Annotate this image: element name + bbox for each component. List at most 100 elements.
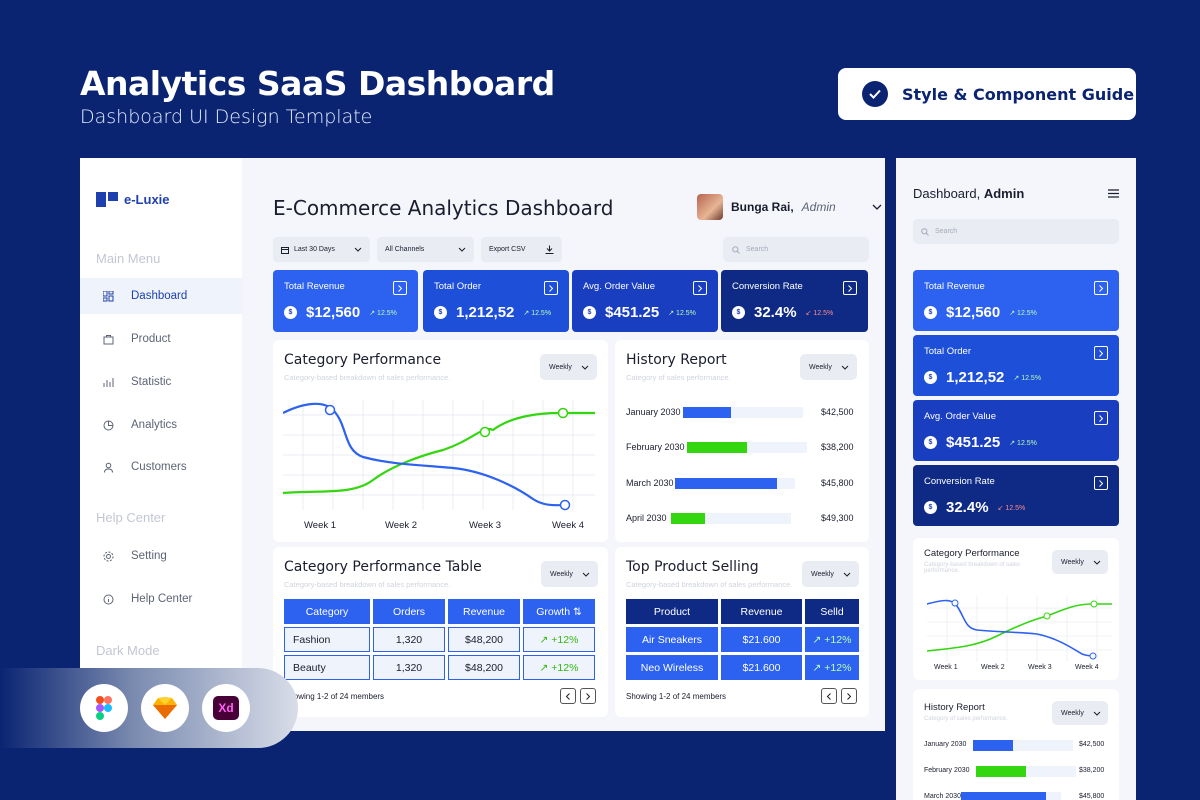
chevron-right-icon[interactable]: [693, 281, 707, 295]
column-header[interactable]: Category: [284, 599, 370, 624]
mobile-history-report-card: History Report Category of sales perform…: [913, 689, 1119, 800]
logo-icon: [96, 192, 118, 207]
history-month: March 2030: [924, 793, 961, 800]
history-value: $45,800: [821, 478, 854, 488]
check-icon: [862, 81, 888, 107]
column-header[interactable]: Revenue: [448, 599, 520, 624]
kpi-value: 1,212,52: [946, 369, 1005, 386]
next-page-button[interactable]: [580, 688, 596, 704]
period-dropdown[interactable]: Weekly: [541, 561, 598, 587]
chevron-right-icon[interactable]: [1094, 281, 1108, 295]
kpi-card-conversion-rate[interactable]: Conversion Rate $32.4% ↙ 12.5%: [721, 270, 868, 332]
hamburger-menu-icon[interactable]: [1108, 189, 1119, 198]
sidebar-item-statistic[interactable]: Statistic: [80, 364, 242, 400]
mobile-kpi-card[interactable]: Total Order $1,212,52 ↗ 12.5%: [913, 335, 1119, 396]
sidebar-item-analytics[interactable]: Analytics: [80, 407, 242, 443]
channels-filter[interactable]: All Channels: [377, 237, 474, 262]
column-header-growth[interactable]: Growth ⇅: [523, 599, 595, 624]
mobile-preview-panel: Dashboard, Admin Search Total Revenue $ $…: [896, 158, 1136, 800]
next-page-button[interactable]: [841, 688, 857, 704]
history-bar-track: [683, 407, 803, 418]
kpi-title: Total Order: [434, 281, 481, 292]
mobile-search-input[interactable]: Search: [913, 219, 1119, 244]
chevron-right-icon[interactable]: [1094, 346, 1108, 360]
period-dropdown[interactable]: Weekly: [1052, 550, 1108, 574]
chevron-right-icon[interactable]: [544, 281, 558, 295]
column-header[interactable]: Revenue: [721, 599, 802, 624]
kpi-growth: ↗ 12.5%: [1013, 374, 1042, 382]
week-label: Week 4: [1075, 664, 1099, 671]
chart-point: [324, 404, 336, 416]
period-label: Weekly: [811, 570, 834, 578]
style-guide-button[interactable]: Style & Component Guide: [838, 68, 1136, 120]
sidebar-item-label: Product: [131, 333, 171, 345]
sidebar-item-label: Statistic: [131, 376, 172, 388]
export-csv-button[interactable]: Export CSV: [481, 237, 562, 262]
category-performance-card: Category Performance Category-based brea…: [273, 340, 608, 542]
history-value: $38,200: [1079, 767, 1105, 774]
search-input[interactable]: Search: [723, 237, 869, 262]
mobile-kpi-card[interactable]: Conversion Rate $32.4% ↙ 12.5%: [913, 465, 1119, 526]
chevron-right-icon[interactable]: [393, 281, 407, 295]
chevron-right-icon[interactable]: [843, 281, 857, 295]
week-label: Week 2: [385, 520, 418, 531]
kpi-growth: ↗ 12.5%: [369, 309, 397, 317]
search-icon: [921, 227, 929, 236]
column-header[interactable]: Selld: [805, 599, 859, 624]
sidebar-item-product[interactable]: Product: [80, 321, 242, 357]
kpi-card-total-order[interactable]: Total Order $1,212,52 ↗ 12.5%: [423, 270, 569, 332]
prev-page-button[interactable]: [821, 688, 837, 704]
category-table-card: Category Performance Table Category-base…: [273, 547, 608, 717]
period-dropdown[interactable]: Weekly: [540, 354, 597, 380]
card-title: History Report: [626, 352, 727, 368]
user-menu[interactable]: Bunga Rai, Admin: [697, 194, 882, 220]
chevron-right-icon[interactable]: [1094, 411, 1108, 425]
card-subtitle: Category-based breakdown of sales perfor…: [284, 580, 451, 589]
sidebar-item-customers[interactable]: Customers: [80, 449, 242, 485]
period-dropdown[interactable]: Weekly: [1052, 701, 1108, 725]
prev-page-button[interactable]: [560, 688, 576, 704]
kpi-growth: ↙ 12.5%: [805, 309, 834, 317]
column-header[interactable]: Orders: [373, 599, 445, 624]
growth-cell: ↗ +12%: [523, 655, 595, 680]
pagination-info: Showing 1-2 of 24 members: [284, 692, 385, 701]
mobile-title: Dashboard, Admin: [913, 186, 1025, 201]
card-title: History Report: [924, 702, 985, 713]
history-month: April 2030: [626, 513, 667, 523]
download-icon: [545, 245, 554, 254]
week-label: Week 1: [304, 520, 337, 531]
sidebar-item-help-center[interactable]: Help Center: [80, 581, 242, 617]
history-bar-fill: [671, 513, 705, 524]
search-placeholder: Search: [746, 246, 769, 253]
week-label: Week 1: [934, 664, 958, 671]
period-dropdown[interactable]: Weekly: [800, 354, 857, 380]
chart-point: [557, 407, 569, 419]
chevron-right-icon[interactable]: [1094, 476, 1108, 490]
user-role: Admin: [801, 200, 836, 214]
column-header[interactable]: Product: [626, 599, 718, 624]
table-row: Air Sneakers $21.600 ↗ +12%: [626, 627, 859, 652]
chart-point: [479, 426, 491, 438]
kpi-growth: ↗ 12.5%: [668, 309, 696, 317]
channels-label: All Channels: [385, 246, 425, 253]
kpi-card-avg-order-value[interactable]: Avg. Order Value $ $451.25 ↗ 12.5%: [572, 270, 718, 332]
week-label: Week 3: [1028, 664, 1052, 671]
card-subtitle: Category of sales performance.: [626, 373, 731, 382]
date-range-filter[interactable]: Last 30 Days: [273, 237, 370, 262]
avatar: [697, 194, 723, 220]
sidebar-item-dashboard[interactable]: Dashboard: [80, 278, 242, 314]
info-icon: [103, 594, 114, 605]
kpi-growth: ↗ 12.5%: [523, 309, 552, 317]
history-value: $42,500: [1079, 741, 1105, 748]
kpi-value: $12,560: [306, 304, 361, 321]
history-bar-track: [687, 442, 807, 453]
mobile-kpi-card[interactable]: Total Revenue $ $12,560 ↗ 12.5%: [913, 270, 1119, 331]
kpi-value: 1,212,52: [456, 304, 515, 321]
kpi-value: 32.4%: [754, 304, 797, 321]
sidebar-item-setting[interactable]: Setting: [80, 538, 242, 574]
kpi-card-total-revenue[interactable]: Total Revenue $ $12,560 ↗ 12.5%: [273, 270, 418, 332]
history-row: February 2030 $38,200: [615, 441, 869, 455]
mobile-kpi-card[interactable]: Avg. Order Value $ $451.25 ↗ 12.5%: [913, 400, 1119, 461]
period-dropdown[interactable]: Weekly: [802, 561, 859, 587]
week-label: Week 3: [469, 520, 502, 531]
